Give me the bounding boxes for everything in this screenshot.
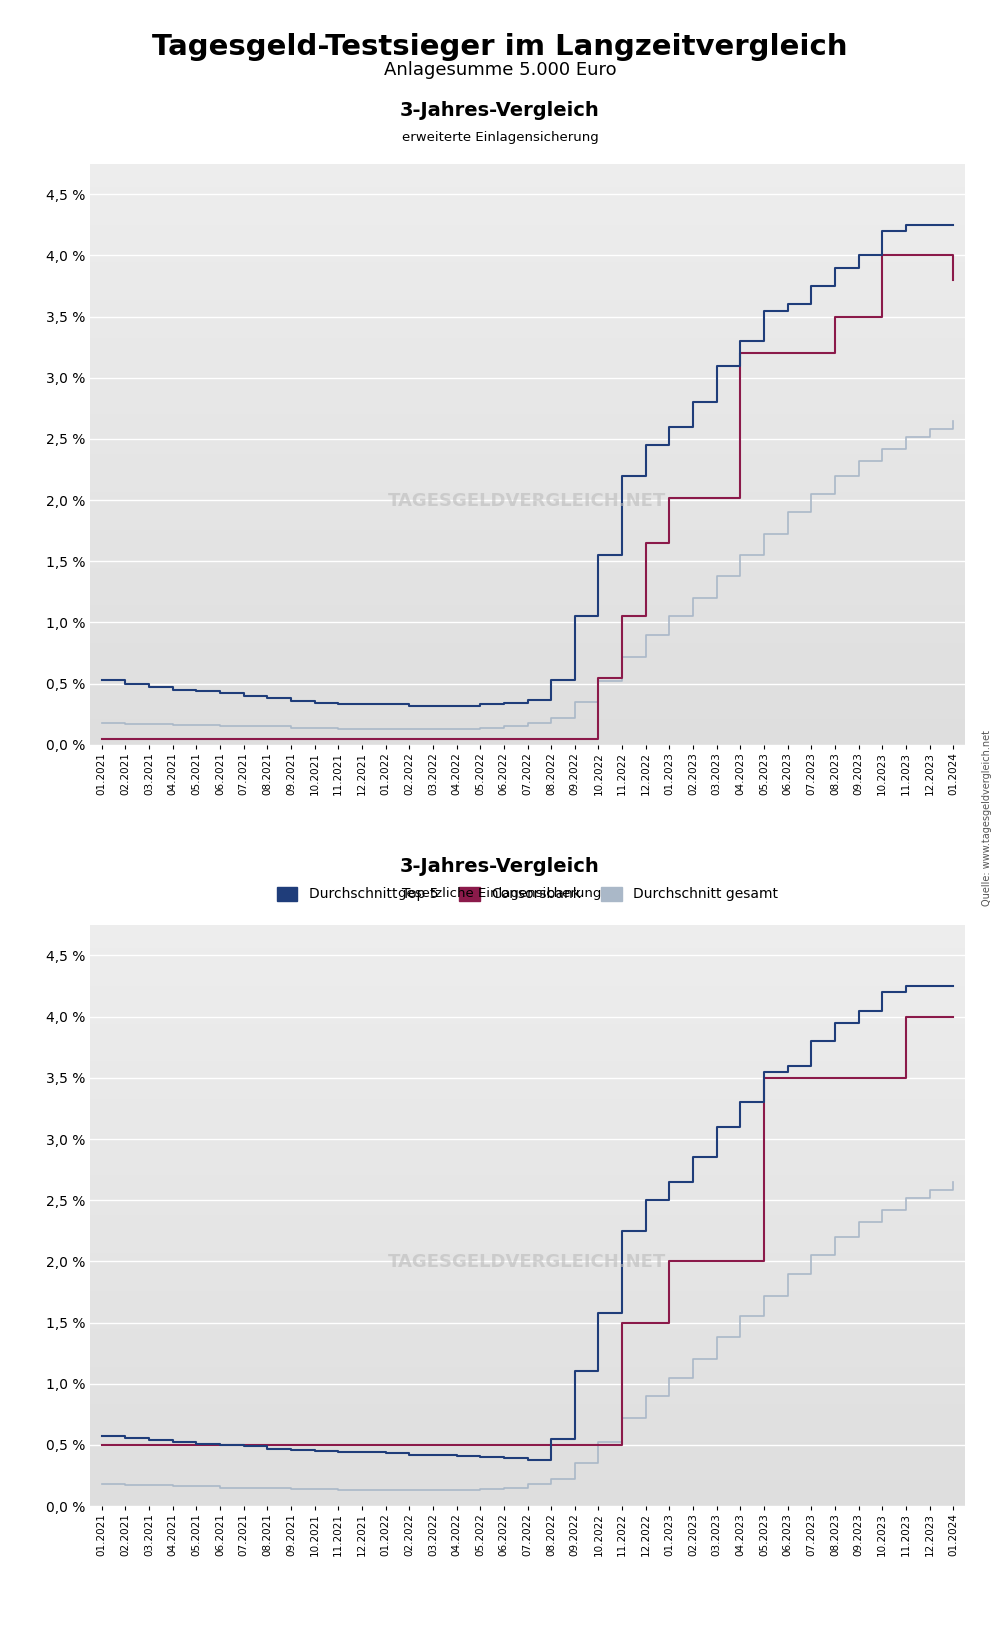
Text: gesetzliche Einlagensicherung: gesetzliche Einlagensicherung <box>398 887 602 900</box>
Text: erweiterte Einlagensicherung: erweiterte Einlagensicherung <box>402 131 598 144</box>
Text: Quelle: www.tagesgeldvergleich.net: Quelle: www.tagesgeldvergleich.net <box>982 730 992 907</box>
Text: Anlagesumme 5.000 Euro: Anlagesumme 5.000 Euro <box>384 61 616 79</box>
Text: TAGESGELDVERGLEICH.NET: TAGESGELDVERGLEICH.NET <box>388 1252 667 1270</box>
Text: TAGESGELDVERGLEICH.NET: TAGESGELDVERGLEICH.NET <box>388 491 667 509</box>
Legend: Durchschnitt Top 5, Consorsbank, Durchschnitt gesamt: Durchschnitt Top 5, Consorsbank, Durchsc… <box>270 879 785 909</box>
Text: Tagesgeld-Testsieger im Langzeitvergleich: Tagesgeld-Testsieger im Langzeitvergleic… <box>152 33 848 61</box>
Text: 3-Jahres-Vergleich: 3-Jahres-Vergleich <box>400 100 600 120</box>
Text: 3-Jahres-Vergleich: 3-Jahres-Vergleich <box>400 856 600 876</box>
